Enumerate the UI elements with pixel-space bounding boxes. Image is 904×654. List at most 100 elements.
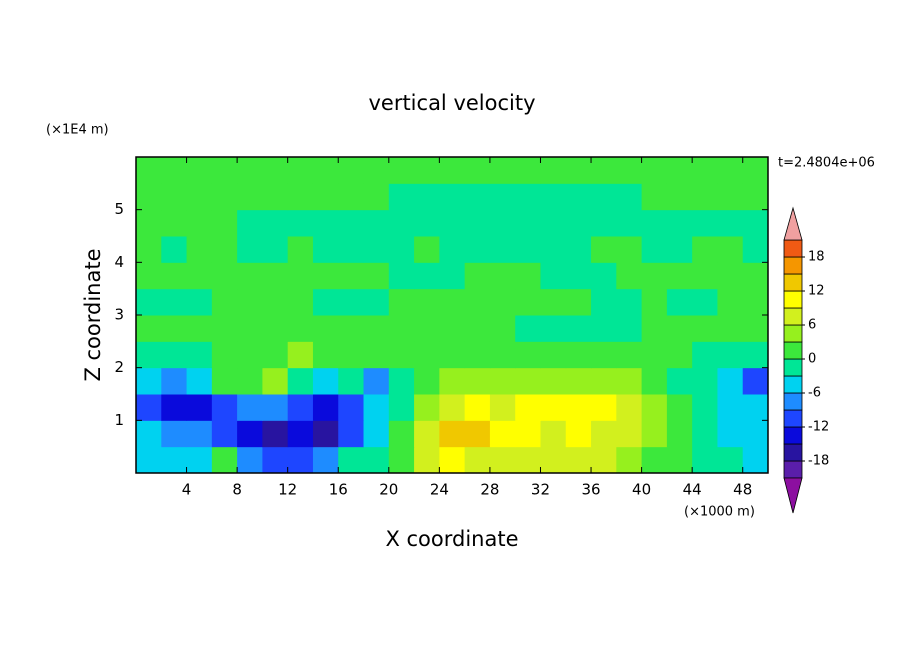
contour-cell [666, 288, 693, 316]
contour-cell [464, 394, 491, 421]
contour-cell [363, 183, 390, 211]
colorbar-tick-label: 12 [808, 284, 825, 299]
contour-cell [338, 446, 365, 474]
contour-cell [211, 262, 238, 290]
contour-cell [515, 367, 541, 395]
contour-cell [591, 446, 617, 474]
contour-cell [262, 183, 289, 211]
contour-cell [338, 367, 365, 395]
contour-cell [742, 183, 769, 211]
contour-cell [237, 341, 263, 369]
contour-cell [388, 341, 415, 369]
contour-cell [287, 236, 314, 263]
contour-cell [515, 446, 541, 474]
contour-cell [388, 183, 415, 211]
contour-cell [540, 315, 567, 342]
contour-cell [363, 288, 390, 316]
contour-cell [666, 394, 693, 421]
contour-cell [540, 236, 567, 263]
x-unit: (×1000 m) [684, 505, 755, 520]
contour-cell [287, 157, 314, 184]
y-tick-label: 3 [114, 306, 124, 324]
contour-cell [287, 315, 314, 342]
contour-cell [388, 236, 415, 263]
contour-cell [211, 315, 238, 342]
contour-cell [540, 367, 567, 395]
contour-cell [692, 341, 718, 369]
contour-cell [388, 288, 415, 316]
contour-cell [565, 367, 592, 395]
contour-cell [489, 288, 516, 316]
contour-cell [237, 420, 263, 448]
contour-cell [136, 262, 162, 290]
contour-cell [262, 288, 289, 316]
y-tick-label: 4 [114, 253, 124, 271]
contour-cell [616, 367, 643, 395]
contour-cell [565, 209, 592, 237]
contour-cell [211, 394, 238, 421]
contour-cell [489, 236, 516, 263]
contour-cell [540, 446, 567, 474]
contour-cell [414, 262, 440, 290]
contour-cell [464, 209, 491, 237]
contour-cell [616, 236, 643, 263]
contour-cell [136, 183, 162, 211]
contour-cell [186, 209, 213, 237]
y-tick-label: 1 [114, 411, 124, 429]
y-unit: (×1E4 m) [46, 123, 109, 138]
contour-cell [211, 183, 238, 211]
colorbar-tick-label: -18 [808, 454, 829, 469]
contour-cell [540, 420, 567, 448]
contour-cell [136, 315, 162, 342]
contour-cell [186, 262, 213, 290]
contour-cell [717, 183, 744, 211]
contour-cell [312, 288, 339, 316]
contour-cell [363, 262, 390, 290]
contour-cell [692, 420, 718, 448]
contour-cell [717, 236, 744, 263]
contour-cell [439, 236, 466, 263]
x-tick-label: 40 [632, 481, 651, 499]
contour-cell [540, 209, 567, 237]
contour-cell [540, 394, 567, 421]
colorbar-tick-label: 18 [808, 250, 825, 265]
contour-cell [186, 341, 213, 369]
contour-cell [515, 183, 541, 211]
colorbar-box [783, 426, 803, 445]
colorbar-box [783, 307, 803, 326]
contour-cell [591, 315, 617, 342]
contour-cell [717, 420, 744, 448]
contour-cell [414, 288, 440, 316]
contour-cell [136, 157, 162, 184]
contour-cell [262, 341, 289, 369]
contour-cell [211, 367, 238, 395]
contour-cell [338, 315, 365, 342]
contour-cell [414, 446, 440, 474]
contour-cell [262, 262, 289, 290]
contour-cell [312, 420, 339, 448]
contour-cell [692, 209, 718, 237]
contour-cell [338, 420, 365, 448]
colorbar-box [783, 392, 803, 411]
x-tick-label: 16 [329, 481, 348, 499]
contour-cell [161, 394, 188, 421]
contour-cell [338, 288, 365, 316]
colorbar-box [783, 324, 803, 343]
contour-cell [287, 209, 314, 237]
contour-cell [211, 288, 238, 316]
contour-cell [489, 262, 516, 290]
contour-cell [211, 341, 238, 369]
contour-cell [414, 236, 440, 263]
contour-cell [338, 183, 365, 211]
contour-cell [161, 183, 188, 211]
contour-cell [161, 236, 188, 263]
contour-cell [717, 315, 744, 342]
contour-cell [161, 367, 188, 395]
contour-cell [312, 367, 339, 395]
contour-cell [287, 341, 314, 369]
contour-cell [237, 288, 263, 316]
colorbar-box [783, 358, 803, 377]
contour-cell [464, 183, 491, 211]
contour-cell [515, 341, 541, 369]
contour-cell [591, 288, 617, 316]
